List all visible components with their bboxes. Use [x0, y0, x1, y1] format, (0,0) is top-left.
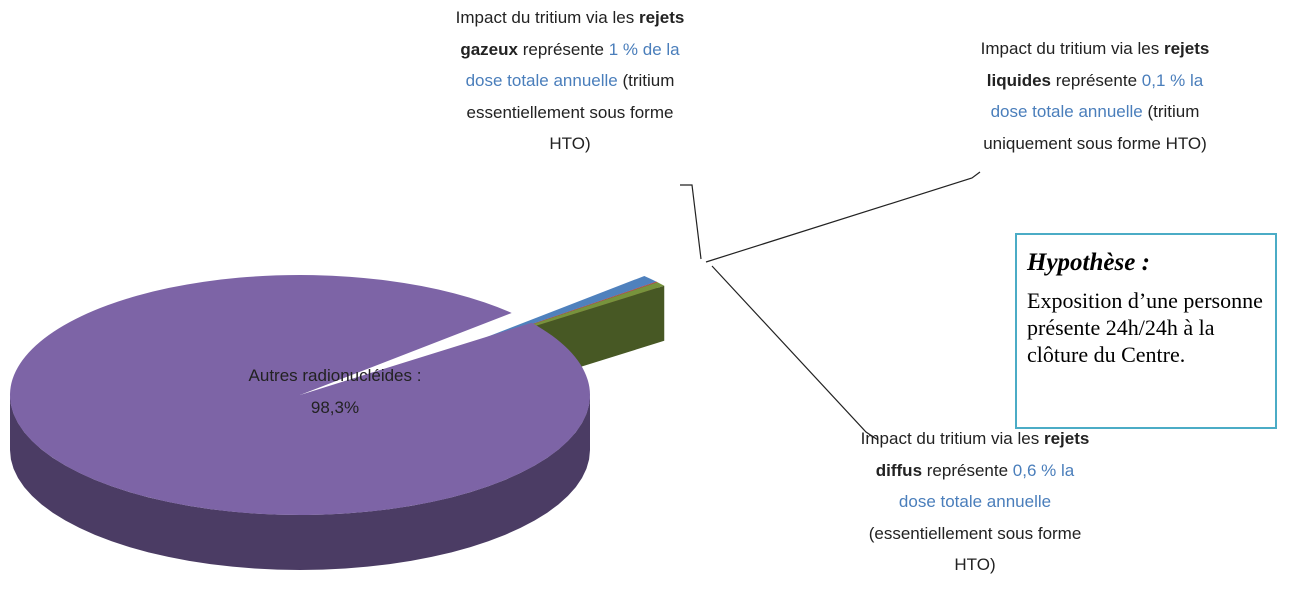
annotation-verb: représente	[522, 39, 604, 59]
slice-label: Autres radionucléides : 98,3%	[235, 360, 435, 424]
annotation: Impact du tritium via les rejets diffus …	[855, 423, 1095, 581]
annotation-note: (tritium essentiellement sous forme HTO)	[466, 71, 675, 153]
annotation-bold: rejets diffus	[875, 429, 1090, 480]
annotation-bold: rejets gazeux	[460, 8, 685, 59]
pie	[10, 275, 665, 570]
hypothesis-title: Hypothèse :	[1027, 249, 1150, 276]
annotation: Impact du tritium via les rejets gazeux …	[450, 2, 690, 160]
annotation-tail: de la dose totale annuelle	[465, 39, 680, 91]
value-label: 1 %	[608, 39, 639, 59]
value-label: 0,1 %	[1141, 70, 1186, 90]
annotation-tail: la dose totale annuelle	[990, 70, 1204, 122]
annotation-bold: rejets liquides	[986, 39, 1210, 90]
annotation: Impact du tritium via les rejets liquide…	[975, 33, 1215, 159]
annotation-lead: Impact du tritium via les	[860, 429, 1040, 448]
hypothesis-box: Hypothèse : Exposition d’une personne pr…	[1015, 233, 1277, 429]
leader-line	[705, 171, 981, 263]
slice	[10, 275, 591, 515]
slice-side	[10, 395, 590, 570]
leader-line	[711, 265, 879, 441]
hypothesis-text: Exposition d’une personne présente 24h/2…	[1027, 288, 1263, 367]
annotation-lead: Impact du tritium via les	[980, 39, 1160, 58]
annotation-verb: représente	[926, 460, 1009, 480]
annotation-lead: Impact du tritium via les	[455, 8, 635, 27]
annotation-tail: la dose totale annuelle	[898, 460, 1075, 512]
leader-line	[680, 184, 702, 260]
annotation-verb: représente	[1055, 70, 1138, 90]
annotation-note: (tritium uniquement sous forme HTO)	[983, 102, 1207, 153]
value-label: 0,6 %	[1012, 460, 1057, 480]
annotation-note: (essentiellement sous forme HTO)	[868, 523, 1082, 575]
value-label: 98,3%	[310, 398, 360, 417]
slice-name: Autres radionucléides :	[248, 366, 422, 385]
